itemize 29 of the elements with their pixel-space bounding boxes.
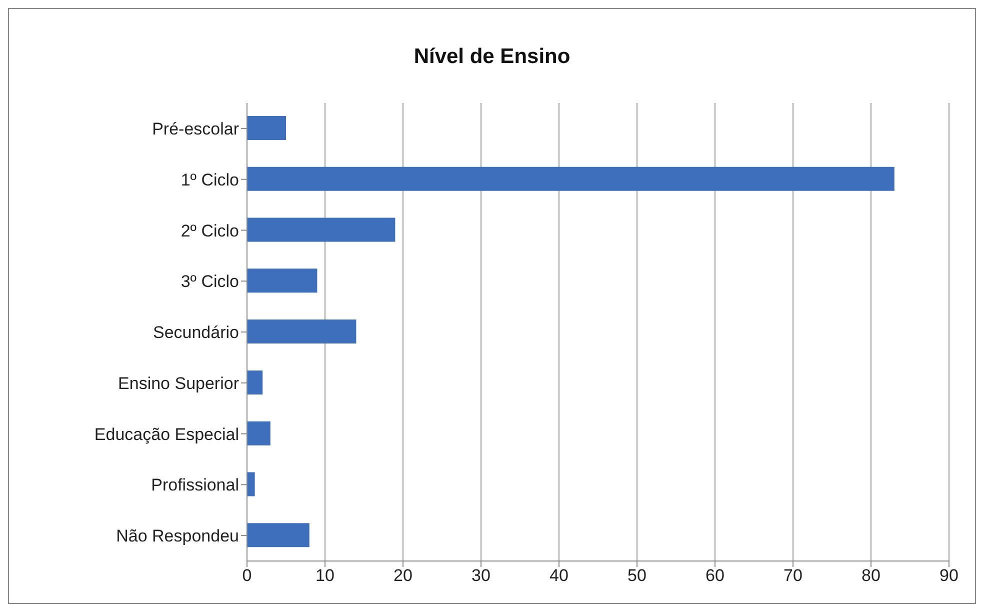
- bar: [247, 472, 255, 496]
- bar: [247, 166, 894, 191]
- bar: [247, 370, 263, 394]
- bar: [247, 268, 318, 293]
- x-tick-label: 10: [316, 566, 334, 586]
- y-tick-label: 2º Ciclo: [180, 221, 239, 240]
- y-tick-label: 3º Ciclo: [180, 272, 239, 292]
- x-tick-label: 90: [940, 566, 958, 586]
- x-tick-label: 80: [862, 566, 880, 586]
- bar: [247, 116, 286, 140]
- x-tick-label: 70: [784, 566, 802, 586]
- x-tick-label: 0: [242, 566, 252, 586]
- bar: [247, 523, 310, 548]
- y-tick-label: Profissional: [151, 476, 239, 495]
- x-tick-label: 60: [706, 566, 724, 586]
- bar: [247, 421, 270, 446]
- y-tick-label: Secundário: [152, 323, 239, 342]
- x-tick-label: 50: [628, 566, 646, 586]
- x-tick-label: 30: [472, 566, 490, 586]
- x-tick-label: 40: [550, 566, 568, 586]
- y-tick-label: Ensino Superior: [118, 374, 240, 393]
- bar: [247, 218, 396, 242]
- bar: [247, 320, 356, 344]
- x-tick-label: 20: [394, 566, 412, 586]
- y-tick-label: Educação Especial: [94, 424, 239, 444]
- chart-title: Nível de Ensino: [412, 45, 572, 69]
- y-tick-label: 1º Ciclo: [180, 170, 239, 190]
- y-tick-label: Pré-escolar: [152, 119, 240, 138]
- y-tick-label: Não Respondeu: [116, 526, 239, 546]
